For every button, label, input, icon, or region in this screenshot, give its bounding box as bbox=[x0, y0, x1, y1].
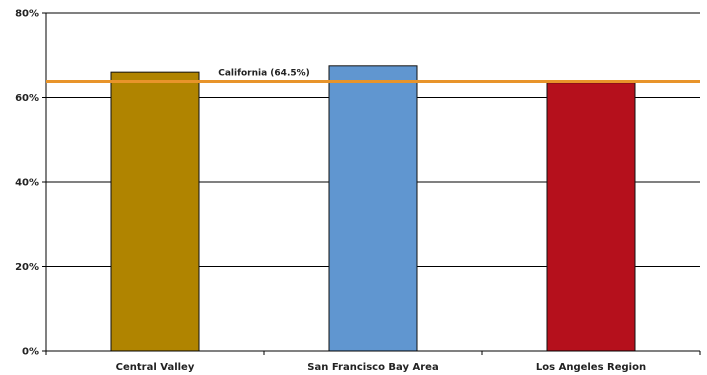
y-tick-label: 40% bbox=[15, 178, 39, 189]
y-tick-label: 0% bbox=[22, 347, 39, 358]
category-label: Central Valley bbox=[116, 362, 195, 373]
california-reference-label: California (64.5%) bbox=[218, 68, 310, 78]
category-label: Los Angeles Region bbox=[536, 362, 646, 373]
y-tick-label: 80% bbox=[15, 9, 39, 20]
bar-los-angeles-region bbox=[546, 82, 636, 352]
bar-central-valley bbox=[110, 71, 200, 352]
x-tick-marks bbox=[45, 351, 701, 355]
y-tick-label: 20% bbox=[15, 262, 39, 273]
y-tick-label: 60% bbox=[15, 93, 39, 104]
y-tick-labels: 0% 20% 40% 60% 80% bbox=[15, 9, 46, 358]
bars bbox=[110, 65, 636, 352]
bar-san-francisco-bay-area bbox=[328, 65, 418, 352]
category-labels: Central Valley San Francisco Bay Area Los … bbox=[116, 362, 646, 373]
reference-line-group: California (64.5%) bbox=[46, 68, 700, 83]
category-label: San Francisco Bay Area bbox=[307, 362, 438, 373]
